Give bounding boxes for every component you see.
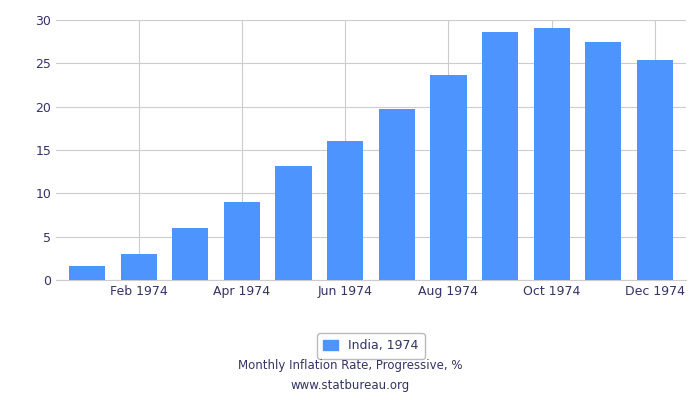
Bar [637, 60, 673, 280]
Bar [482, 32, 518, 280]
Bar [172, 228, 209, 280]
Bar [276, 166, 312, 280]
Bar [430, 76, 466, 280]
Bar [69, 266, 105, 280]
Text: Monthly Inflation Rate, Progressive, %: Monthly Inflation Rate, Progressive, % [238, 360, 462, 372]
Bar [379, 109, 415, 280]
Bar [327, 141, 363, 280]
Bar [224, 202, 260, 280]
Bar [533, 28, 570, 280]
Legend: India, 1974: India, 1974 [317, 333, 425, 358]
Text: www.statbureau.org: www.statbureau.org [290, 380, 410, 392]
Bar [120, 254, 157, 280]
Bar [585, 42, 622, 280]
